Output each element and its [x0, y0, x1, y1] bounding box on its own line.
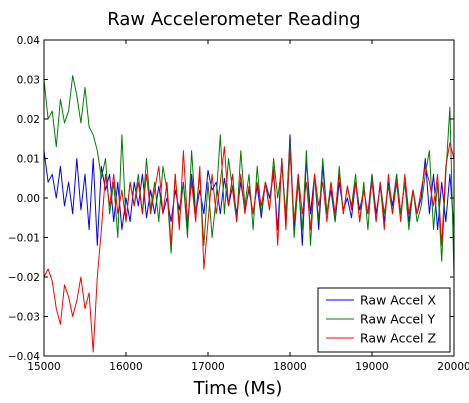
x-tick-label: 18000 — [273, 361, 306, 373]
x-tick-label: 17000 — [191, 361, 224, 373]
legend-label: Raw Accel Z — [360, 331, 436, 346]
legend-label: Raw Accel Y — [360, 312, 435, 327]
y-tick-label: −0.03 — [8, 312, 40, 324]
legend-label: Raw Accel X — [360, 293, 436, 308]
x-tick-label: 19000 — [355, 361, 388, 373]
y-tick-label: −0.01 — [8, 233, 40, 245]
x-axis-label: Time (Ms) — [193, 378, 283, 399]
y-tick-label: 0.02 — [17, 114, 40, 126]
y-tick-label: 0.03 — [17, 75, 40, 87]
x-tick-label: 20000 — [437, 361, 469, 373]
x-tick-label: 16000 — [109, 361, 142, 373]
y-tick-label: 0.00 — [17, 193, 40, 205]
x-tick-label: 15000 — [27, 361, 60, 373]
y-tick-label: 0.04 — [17, 35, 41, 47]
y-tick-label: 0.01 — [17, 154, 40, 166]
y-tick-label: −0.02 — [8, 272, 40, 284]
series-line-1 — [44, 135, 454, 246]
legend: Raw Accel X Raw Accel Y Raw Accel Z — [318, 288, 450, 352]
chart-title: Raw Accelerometer Reading — [107, 9, 360, 30]
